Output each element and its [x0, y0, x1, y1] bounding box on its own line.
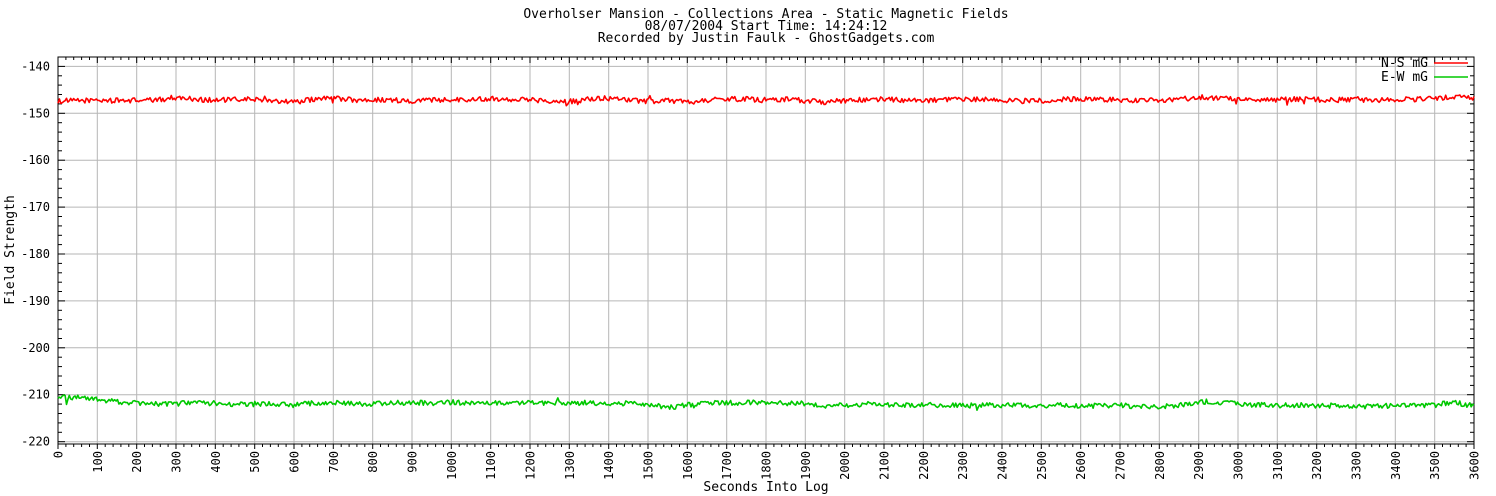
y-tick-label: -220 — [21, 435, 50, 449]
y-tick-label: -150 — [21, 106, 50, 120]
y-tick-label: -210 — [21, 388, 50, 402]
x-tick-label: 1200 — [524, 451, 538, 480]
x-tick-label: 800 — [366, 451, 380, 473]
x-tick-label: 2600 — [1074, 451, 1088, 480]
x-tick-label: 3200 — [1310, 451, 1324, 480]
data-series — [57, 94, 1475, 412]
legend-label-ns: N-S mG — [1381, 56, 1428, 71]
x-tick-label: 2500 — [1035, 451, 1049, 480]
x-tick-label: 2800 — [1153, 451, 1167, 480]
x-tick-label: 2100 — [878, 451, 892, 480]
x-tick-label: 2400 — [996, 451, 1010, 480]
x-tick-label: 2200 — [917, 451, 931, 480]
series-line-ew — [57, 394, 1475, 412]
x-tick-label: 3100 — [1271, 451, 1285, 480]
y-axis-title: Field Strength — [3, 195, 18, 305]
y-tick-label: -170 — [21, 200, 50, 214]
x-axis-title: Seconds Into Log — [703, 480, 828, 495]
x-tick-label: 600 — [288, 451, 302, 473]
x-tick-label: 1300 — [563, 451, 577, 480]
x-tick-label: 1800 — [760, 451, 774, 480]
x-tick-label: 1500 — [642, 451, 656, 480]
axis-ticks-and-labels: 0 100 200 300 400 500 600 700 800 900 1000 1100 1200… — [21, 57, 1482, 480]
x-tick-label: 2900 — [1192, 451, 1206, 480]
x-tick-label: 1700 — [720, 451, 734, 480]
y-tick-label: -190 — [21, 294, 50, 308]
legend-label-ew: E-W mG — [1381, 70, 1428, 85]
y-tick-label: -180 — [21, 247, 50, 261]
series-line-ns — [57, 94, 1475, 107]
legend: N-S mG E-W mG — [1381, 56, 1468, 85]
x-tick-label: 2300 — [956, 451, 970, 480]
x-tick-label: 400 — [209, 451, 223, 473]
x-tick-label: 1900 — [799, 451, 813, 480]
x-tick-label: 1600 — [681, 451, 695, 480]
y-tick-label: -160 — [21, 153, 50, 167]
x-tick-label: 3600 — [1468, 451, 1482, 480]
x-tick-label: 0 — [52, 451, 66, 458]
x-tick-label: 2000 — [838, 451, 852, 480]
x-tick-label: 1400 — [602, 451, 616, 480]
x-tick-label: 100 — [91, 451, 105, 473]
x-tick-label: 3400 — [1389, 451, 1403, 480]
x-tick-label: 3300 — [1350, 451, 1364, 480]
x-tick-label: 900 — [406, 451, 420, 473]
y-tick-label: -140 — [21, 59, 50, 73]
chart-credit: Recorded by Justin Faulk - GhostGadgets.… — [598, 31, 935, 46]
chart-title: Overholser Mansion - Collections Area - … — [523, 7, 1008, 22]
x-tick-label: 3500 — [1428, 451, 1442, 480]
y-tick-label: -200 — [21, 341, 50, 355]
x-tick-label: 700 — [327, 451, 341, 473]
x-tick-label: 300 — [170, 451, 184, 473]
x-tick-label: 2700 — [1114, 451, 1128, 480]
x-tick-label: 3000 — [1232, 451, 1246, 480]
x-tick-label: 1100 — [484, 451, 498, 480]
gridlines — [58, 57, 1474, 444]
chart-subtitle: 08/07/2004 Start Time: 14:24:12 — [645, 19, 888, 34]
x-tick-label: 1000 — [445, 451, 459, 480]
x-tick-label: 500 — [248, 451, 262, 473]
x-tick-label: 200 — [130, 451, 144, 473]
